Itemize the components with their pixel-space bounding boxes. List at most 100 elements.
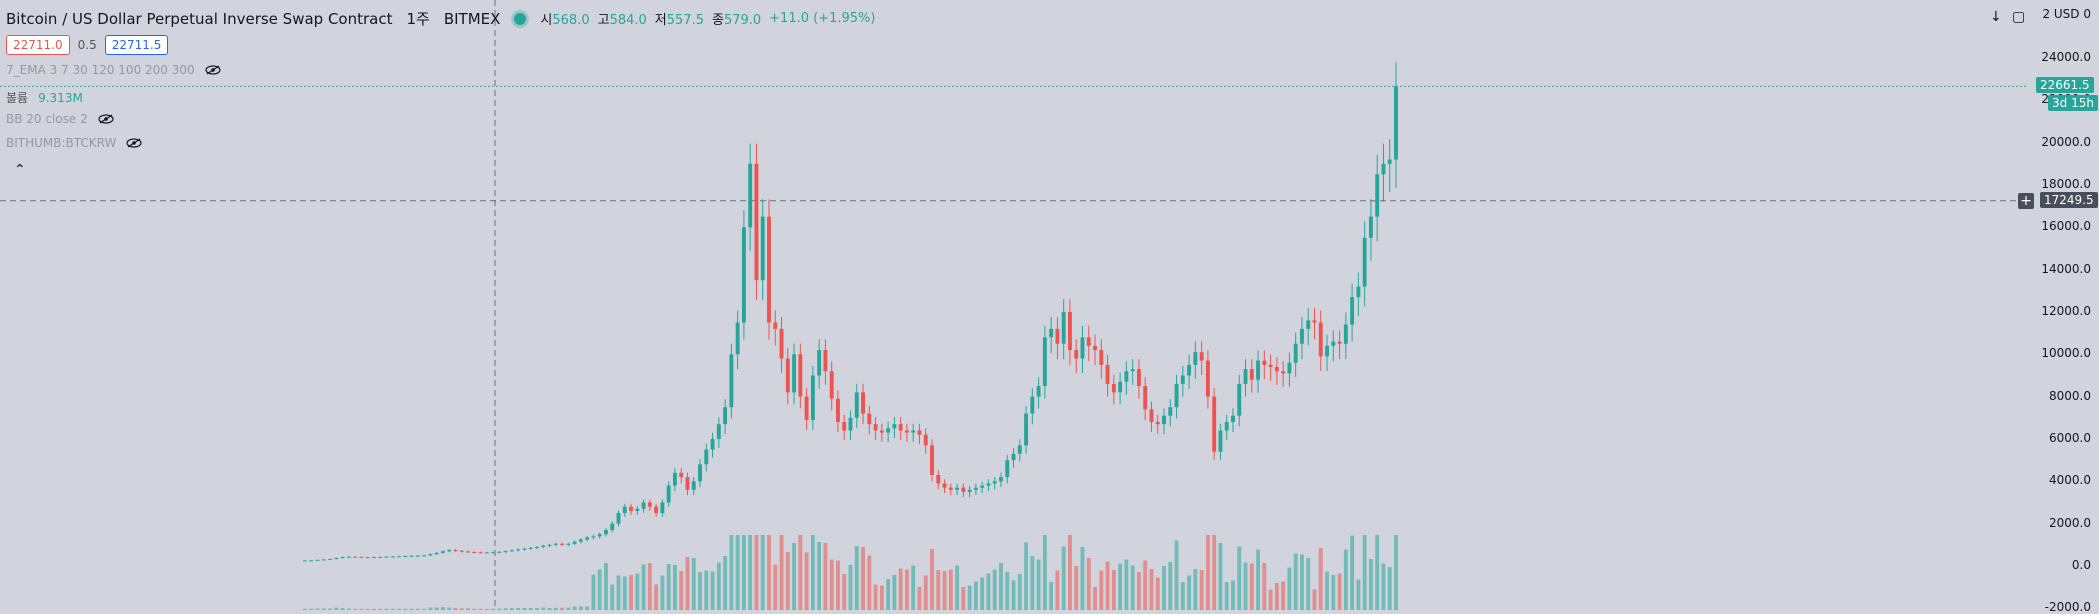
candle: [1036, 386, 1041, 397]
candle: [1287, 362, 1292, 374]
candle: [1237, 383, 1242, 416]
candle: [955, 487, 960, 490]
candle: [1042, 337, 1047, 387]
volume-bar: [1036, 559, 1041, 610]
candle: [798, 354, 803, 397]
volume-bar: [635, 573, 640, 610]
add-alert-icon[interactable]: +: [2018, 192, 2034, 209]
candle: [1162, 415, 1166, 425]
axis-unit-label: 2 USD 0: [2042, 7, 2091, 21]
volume-bar: [798, 535, 803, 610]
compare-symbol-label: BITHUMB:BTCKRW: [6, 136, 117, 150]
candle: [1343, 324, 1348, 344]
volume-bar: [848, 565, 853, 610]
axis-tick-label: 8000.0: [2049, 388, 2091, 403]
sell-button[interactable]: 22711.0: [6, 35, 70, 55]
candle: [384, 556, 389, 558]
candle: [1174, 383, 1179, 408]
volume-bar: [1124, 559, 1129, 610]
candle: [629, 506, 633, 511]
eye-off-icon[interactable]: [98, 114, 114, 124]
candle: [422, 555, 427, 557]
volume-bar: [867, 555, 872, 610]
volume-indicator[interactable]: 볼륨 9.313M: [6, 89, 83, 106]
candle: [397, 556, 401, 558]
volume-bar: [986, 573, 991, 610]
eye-off-icon[interactable]: [126, 138, 142, 148]
ema-indicator[interactable]: 7_EMA 3 7 30 120 100 200 300: [6, 63, 221, 77]
volume-bar: [767, 535, 771, 610]
volume-bar: [1024, 542, 1029, 610]
volume-bar: [1224, 582, 1229, 610]
axis-tick-label: 24000.0: [2041, 49, 2091, 64]
volume-bar: [365, 608, 370, 610]
candle: [560, 543, 565, 545]
maximize-icon[interactable]: ▢: [2012, 9, 2026, 25]
volume-bar: [309, 608, 314, 610]
candle: [1243, 369, 1248, 384]
symbol-title[interactable]: Bitcoin / US Dollar Perpetual Inverse Sw…: [6, 9, 393, 28]
candle: [804, 396, 809, 420]
candle: [591, 536, 596, 538]
candle: [1155, 422, 1160, 425]
axis-tick-label: 4000.0: [2049, 473, 2091, 488]
candle: [1055, 328, 1060, 344]
candle: [572, 541, 577, 544]
candle: [541, 545, 546, 547]
volume-bar: [560, 607, 565, 610]
candle: [873, 424, 878, 431]
candle: [1111, 383, 1116, 393]
ohlc-high: 고584.0: [597, 13, 647, 28]
compare-symbol[interactable]: BITHUMB:BTCKRW: [6, 136, 142, 150]
eye-off-icon[interactable]: [205, 65, 221, 75]
volume-indicator-value: 9.313M: [38, 90, 83, 105]
candle: [980, 485, 985, 488]
volume-bar: [578, 606, 583, 610]
candle: [566, 543, 571, 545]
volume-bar: [1030, 556, 1035, 610]
interval-label[interactable]: 1주: [406, 10, 430, 28]
volume-bar: [1199, 570, 1204, 610]
candle: [848, 417, 853, 431]
candle: [1368, 216, 1373, 238]
volume-bar: [1193, 569, 1198, 610]
volume-bar: [1312, 589, 1317, 610]
ohlc-close: 종579.0: [711, 13, 762, 28]
volume-bar: [1318, 548, 1323, 610]
volume-bar: [1394, 535, 1398, 610]
volume-bar: [535, 608, 539, 610]
axis-tick-label: 20000.0: [2041, 134, 2091, 149]
candle: [936, 474, 941, 484]
candle: [1362, 237, 1367, 287]
candle: [754, 163, 759, 281]
candle: [1262, 360, 1267, 365]
price-chart[interactable]: [0, 0, 2030, 610]
candle: [647, 502, 652, 507]
buy-button[interactable]: 22711.5: [104, 35, 169, 55]
candle: [553, 543, 558, 545]
volume-bar: [898, 568, 903, 610]
volume-bar: [1337, 573, 1342, 610]
volume-bar: [698, 572, 702, 610]
candle: [597, 534, 602, 537]
bb-indicator[interactable]: BB 20 close 2: [6, 112, 114, 126]
candle: [817, 350, 822, 376]
candle: [942, 483, 947, 488]
volume-bar: [685, 557, 690, 610]
volume-bar: [1331, 575, 1336, 610]
volume-bar: [936, 570, 941, 610]
candle: [886, 428, 891, 433]
last-price-tag: 22661.5: [2036, 77, 2094, 94]
candle: [616, 513, 621, 524]
candle: [1024, 413, 1029, 446]
candle: [528, 547, 533, 549]
candle: [1375, 174, 1380, 217]
arrow-down-icon[interactable]: ↓: [1990, 9, 2002, 25]
candle: [516, 549, 521, 551]
candle: [497, 551, 502, 553]
volume-bar: [948, 569, 953, 610]
volume-bar: [1168, 562, 1173, 610]
volume-bar: [522, 608, 527, 610]
candle: [478, 552, 483, 554]
chevron-up-icon[interactable]: ⌃: [14, 162, 26, 178]
